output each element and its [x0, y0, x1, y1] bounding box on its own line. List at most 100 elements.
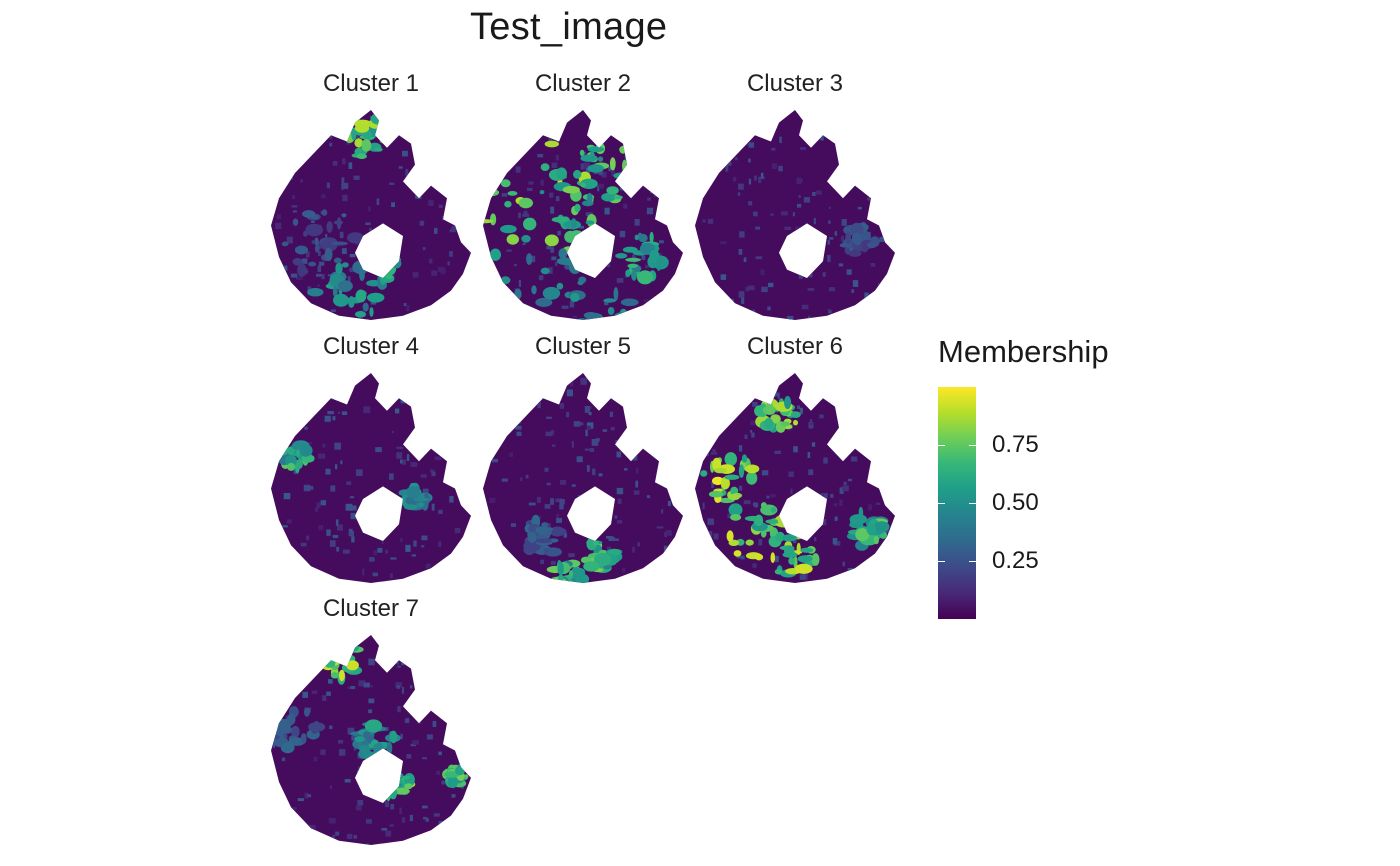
- texture-speck: [586, 465, 590, 472]
- texture-speck: [490, 411, 498, 415]
- texture-speck: [561, 305, 569, 309]
- texture-speck: [306, 251, 310, 258]
- texture-speck: [650, 151, 654, 158]
- texture-speck: [891, 275, 895, 283]
- texture-speck: [809, 419, 812, 424]
- texture-speck: [767, 306, 771, 311]
- membership-cell: [314, 244, 320, 253]
- texture-speck: [315, 507, 319, 512]
- texture-speck: [711, 481, 714, 488]
- membership-cell: [839, 387, 848, 395]
- membership-cell: [603, 298, 617, 303]
- texture-speck: [451, 794, 456, 798]
- membership-cell: [292, 218, 299, 226]
- texture-speck: [447, 462, 453, 466]
- texture-speck: [290, 576, 296, 580]
- texture-speck: [742, 139, 749, 146]
- texture-speck: [707, 218, 714, 224]
- membership-cell: [292, 258, 303, 266]
- membership-cell: [447, 775, 458, 789]
- membership-cell: [556, 167, 567, 180]
- texture-speck: [405, 169, 409, 176]
- texture-speck: [771, 147, 776, 151]
- texture-speck: [271, 530, 277, 534]
- membership-cell: [570, 292, 580, 302]
- texture-speck: [306, 120, 313, 128]
- texture-speck: [563, 532, 567, 538]
- texture-speck: [453, 731, 461, 734]
- texture-speck: [601, 171, 607, 178]
- texture-speck: [303, 110, 309, 113]
- membership-map: [271, 373, 471, 583]
- texture-speck: [332, 834, 335, 841]
- texture-speck: [448, 182, 452, 186]
- texture-speck: [849, 386, 855, 392]
- texture-speck: [559, 504, 564, 510]
- texture-speck: [433, 639, 437, 643]
- texture-speck: [289, 138, 292, 144]
- membership-cell: [527, 531, 537, 543]
- membership-cell: [832, 387, 850, 394]
- texture-speck: [327, 110, 333, 116]
- membership-cell: [331, 241, 348, 246]
- texture-speck: [388, 248, 393, 252]
- texture-speck: [423, 153, 427, 160]
- texture-speck: [820, 519, 827, 526]
- membership-cell: [558, 248, 568, 259]
- membership-cell: [376, 264, 394, 270]
- texture-speck: [509, 582, 514, 583]
- membership-cell: [849, 250, 862, 257]
- texture-speck: [538, 275, 544, 281]
- membership-map: [695, 110, 895, 320]
- texture-speck: [646, 207, 654, 215]
- membership-cell: [850, 222, 864, 237]
- texture-speck: [325, 468, 331, 475]
- texture-speck: [274, 652, 279, 656]
- texture-speck: [586, 422, 594, 429]
- legend-tick-label: 0.25: [992, 547, 1039, 574]
- texture-speck: [438, 541, 442, 548]
- texture-speck: [548, 267, 553, 274]
- texture-speck: [456, 481, 462, 488]
- membership-cell: [305, 223, 323, 237]
- texture-speck: [453, 401, 456, 406]
- membership-cell: [569, 570, 574, 577]
- texture-speck: [613, 538, 619, 541]
- texture-speck: [519, 580, 523, 583]
- texture-speck: [522, 242, 526, 246]
- texture-speck: [391, 202, 395, 207]
- texture-speck: [419, 137, 423, 144]
- texture-speck: [316, 502, 321, 508]
- texture-speck: [494, 139, 499, 146]
- texture-speck: [890, 399, 895, 407]
- texture-speck: [414, 662, 419, 669]
- texture-speck: [760, 172, 764, 178]
- texture-speck: [550, 560, 556, 565]
- texture-speck: [601, 250, 605, 257]
- membership-cell: [836, 402, 847, 407]
- membership-cell: [290, 725, 300, 738]
- texture-speck: [329, 540, 336, 547]
- membership-cell: [380, 262, 389, 277]
- texture-speck: [501, 193, 508, 197]
- texture-speck: [852, 280, 859, 287]
- membership-cell: [845, 231, 851, 245]
- membership-cell: [794, 563, 813, 574]
- facet-panel-6: Cluster 6: [695, 333, 895, 583]
- texture-speck: [416, 719, 422, 724]
- texture-speck: [875, 124, 881, 129]
- texture-speck: [528, 502, 536, 506]
- membership-cell: [543, 548, 549, 555]
- texture-speck: [563, 114, 569, 120]
- texture-speck: [544, 467, 549, 472]
- texture-speck: [652, 141, 658, 146]
- membership-cell: [300, 733, 307, 744]
- facet-title: Cluster 5: [534, 333, 632, 360]
- membership-cell: [536, 538, 552, 544]
- texture-speck: [828, 310, 832, 314]
- texture-speck: [866, 182, 874, 187]
- texture-speck: [469, 434, 471, 437]
- texture-speck: [401, 111, 404, 115]
- texture-speck: [616, 124, 621, 132]
- texture-speck: [317, 265, 322, 272]
